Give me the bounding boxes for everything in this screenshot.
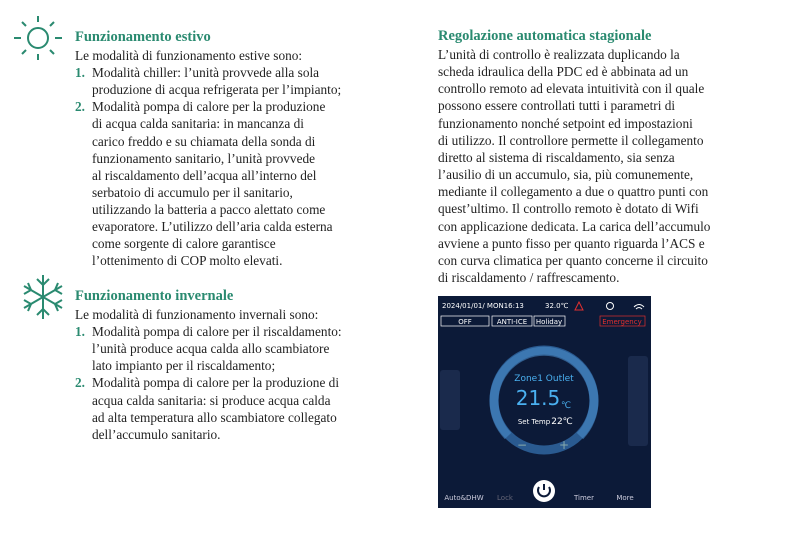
paragraph-line: controllo remoto ad elevata intuitività … (438, 81, 705, 97)
temperature: 21.5 (516, 386, 561, 410)
power-button[interactable] (533, 480, 555, 502)
sun-icon (14, 16, 62, 60)
side-panel (628, 356, 648, 446)
plus[interactable]: + (559, 438, 569, 452)
list-number: 2. (75, 99, 85, 115)
list-line: carico freddo e su chiamata della sonda … (92, 133, 316, 149)
paragraph-line: avviene a punto fisso per quanto riguard… (438, 235, 705, 251)
wifi-icon (633, 304, 645, 310)
paragraph-line: di utilizzo. Il controllore permette il … (438, 132, 704, 148)
clock-icon (606, 302, 614, 310)
emergency-box (599, 315, 646, 327)
section-title: Regolazione automatica stagionale (438, 28, 652, 44)
status-box (491, 315, 533, 327)
list-line: l’ottenimento di COP molto elevati. (92, 253, 283, 269)
list-line: l’unità produce acqua calda allo scambia… (92, 341, 330, 357)
alarm-icon (574, 300, 584, 311)
list-line: funzionamento sanitario, l’unità provved… (92, 150, 316, 166)
nav-label[interactable]: Lock (497, 494, 514, 502)
paragraph-line: con curva climatica per quanto concerne … (438, 252, 708, 268)
list-line: ad alta temperatura allo scambiatore col… (92, 409, 337, 425)
nav-label[interactable]: More (616, 494, 633, 502)
side-panel (440, 370, 460, 430)
set-value: 22℃ (551, 417, 573, 427)
list-line: acqua calda sanitaria: si produce acqua … (92, 392, 331, 408)
set-label: Set Temp (518, 418, 551, 426)
paragraph-line: l’ausilio di un accumulo, sia, più comun… (438, 167, 694, 183)
status-box (533, 315, 566, 327)
list-line: Modalità pompa di calore per la produzio… (92, 375, 340, 391)
paragraph-line: con applicazione dedicata. La carica del… (438, 218, 711, 234)
dial-arc (489, 346, 599, 440)
power-icon (537, 484, 551, 498)
section-title: Funzionamento invernale (75, 288, 234, 304)
status-box (440, 315, 490, 327)
paragraph-line: scheda idraulica della PDC ed è abbinata… (438, 64, 689, 80)
list-number: 1. (75, 65, 85, 81)
paragraph-line: L’unità di controllo è realizzata duplic… (438, 47, 680, 62)
list-line: evaporatore. L’utilizzo dell’aria calda … (92, 219, 333, 234)
list-line: lato impianto per il riscaldamento; (92, 358, 276, 374)
list-line: produzione di acqua refrigerata per l’im… (92, 82, 342, 98)
paragraph-line: diretto al sistema di riscaldamento, sia… (438, 149, 675, 165)
nav-label[interactable]: Timer (573, 494, 594, 502)
list-line: Modalità chiller: l’unità provvede alla … (92, 65, 320, 81)
minus[interactable]: − (517, 438, 527, 452)
list-line: utilizzando la batteria a pacco alettato… (92, 201, 326, 217)
snow-icon (23, 275, 63, 319)
intro: Le modalità di funzionamento invernali s… (75, 307, 319, 322)
paragraph-line: di riscaldamento / raffrescamento. (438, 269, 620, 285)
unit: ℃ (561, 401, 571, 411)
list-line: Modalità pompa di calore per il riscalda… (92, 324, 342, 340)
intro: Le modalità di funzionamento estive sono… (75, 48, 303, 63)
status-label: Holiday (536, 318, 562, 326)
paragraph-line: funzionamento nonché setpoint ed imposta… (438, 115, 693, 131)
emergency: Emergency (602, 318, 641, 326)
list-number: 2. (75, 375, 85, 391)
list-number: 1. (75, 324, 85, 340)
device-screen: 2024/01/01/ MON16:13 32.0℃ Emergency Zon… (438, 296, 651, 508)
nav-label[interactable]: Auto&DHW (444, 494, 483, 502)
status-label: ANTI-ICE (497, 318, 527, 326)
zone: Zone1 Outlet (514, 374, 574, 384)
list-line: al riscaldamento dell’acqua all’interno … (92, 167, 317, 183)
paragraph-line: mediante il collegamento a due o quattro… (438, 184, 709, 200)
datetime: 2024/01/01/ MON16:13 (442, 302, 524, 310)
list-line: come sorgente di calore garantisce (92, 236, 276, 252)
paragraph-line: quest’ultimo. Il controllo remoto è dota… (438, 201, 699, 217)
list-line: di acqua calda sanitaria: in mancanza di (92, 116, 304, 132)
list-line: serbatoio di accumulo per il sanitario, (92, 184, 293, 200)
list-line: Modalità pompa di calore per la produzio… (92, 99, 326, 115)
list-line: dell’accumulo sanitario. (92, 426, 221, 442)
paragraph-line: possono essere controllati tutti i param… (438, 98, 676, 114)
section-title: Funzionamento estivo (75, 29, 211, 45)
outdoor-temp: 32.0℃ (545, 302, 569, 310)
status-label: OFF (458, 318, 472, 326)
